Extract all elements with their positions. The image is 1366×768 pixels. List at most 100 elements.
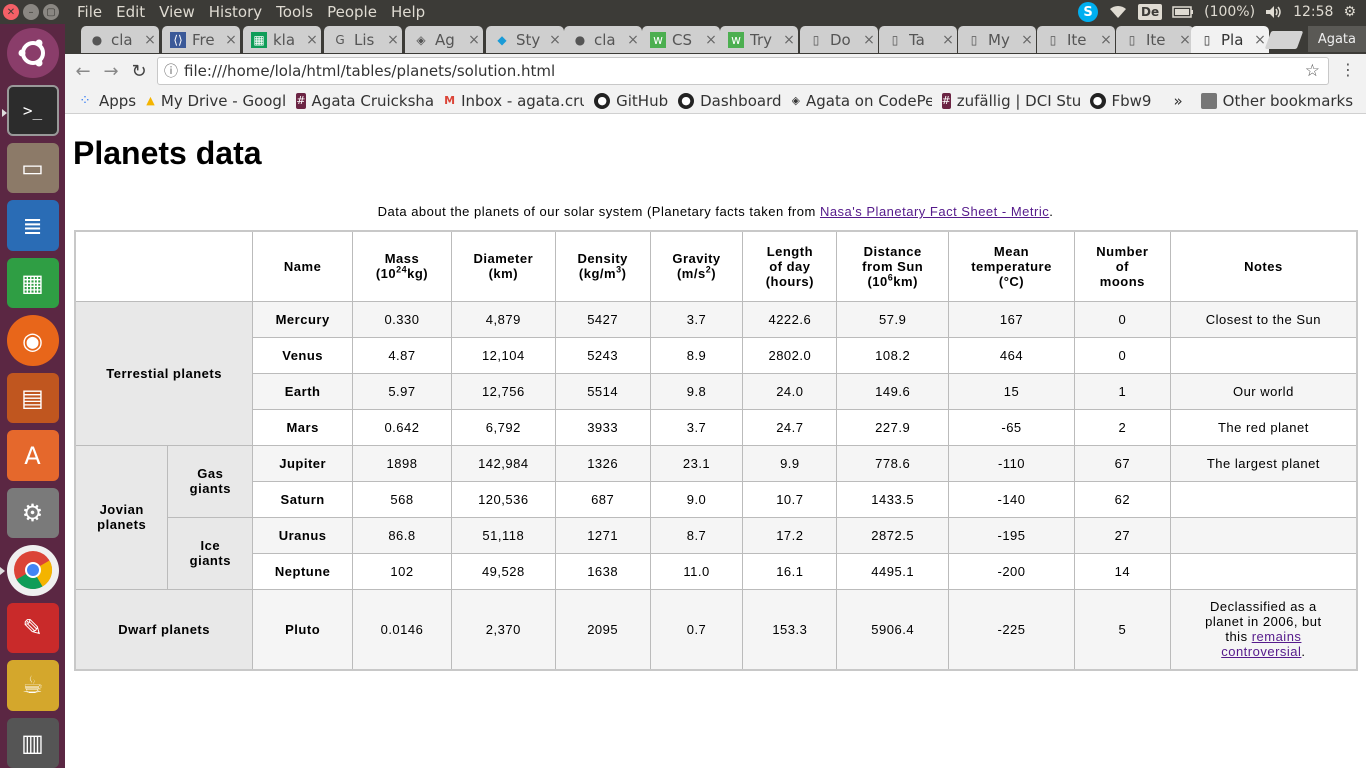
cell-gravity: 9.8	[649, 372, 744, 410]
firefox-icon[interactable]: ◉	[6, 315, 59, 366]
address-bar[interactable]: ⓘ file:///home/lola/html/tables/planets/…	[157, 57, 1329, 85]
menu-people[interactable]: People	[327, 3, 377, 21]
menu-view[interactable]: View	[159, 3, 195, 21]
volume-icon[interactable]	[1265, 5, 1283, 19]
tab-label: Pla	[1221, 30, 1244, 49]
tab-close-icon[interactable]: ×	[225, 31, 237, 48]
cell-gravity: 9.0	[649, 480, 744, 518]
cell-gravity: 11.0	[649, 552, 744, 590]
controversy-link[interactable]: remains controversial	[1221, 629, 1302, 660]
cell-diameter: 120,536	[450, 480, 556, 518]
nasa-fact-sheet-link[interactable]: Nasa's Planetary Fact Sheet - Metric	[819, 204, 1050, 219]
bookmark-star-icon[interactable]: ☆	[1304, 61, 1320, 81]
bookmark-github[interactable]: ● GitHub	[594, 92, 668, 110]
menu-help[interactable]: Help	[390, 3, 426, 21]
tab-close-icon[interactable]: ×	[468, 31, 480, 48]
tab-close-icon[interactable]: ×	[863, 31, 875, 48]
cell-density: 1326	[554, 444, 651, 482]
tab-close-icon[interactable]: ×	[387, 31, 399, 48]
cell-day: 4222.6	[742, 300, 838, 338]
calc-icon[interactable]: ▦	[6, 257, 59, 309]
skype-icon[interactable]: S	[1078, 2, 1099, 22]
menu-file[interactable]: File	[77, 3, 103, 21]
tab-close-icon[interactable]: ×	[942, 31, 954, 48]
bookmark-my-drive[interactable]: ▲ My Drive - Googl	[146, 92, 286, 110]
tab[interactable]: ◈ Ag ×	[405, 26, 483, 53]
profile-button[interactable]: Agata	[1307, 26, 1366, 52]
keyboard-layout-indicator[interactable]: De	[1138, 4, 1163, 20]
planet-name: Mercury	[252, 300, 354, 338]
window-close-button[interactable]: ✕	[3, 4, 19, 20]
bookmark-codepen[interactable]: ◈ Agata on CodePe	[792, 92, 932, 110]
tab[interactable]: ▦ kla ×	[243, 26, 321, 53]
cell-temp: -140	[948, 480, 1075, 518]
bookmark-zufallig[interactable]: # zufällig | DCI Stu	[941, 92, 1080, 110]
window-maximize-button[interactable]: ▢	[43, 4, 59, 20]
tab[interactable]: ▯ Ite ×	[1037, 26, 1115, 53]
planet-name: Saturn	[252, 480, 354, 518]
tab-close-icon[interactable]: ×	[783, 31, 795, 48]
tab-active[interactable]: ▯ Pla ×	[1191, 26, 1269, 53]
cell-notes	[1169, 480, 1358, 518]
tab[interactable]: ▯ Ta ×	[879, 26, 957, 53]
workspace-icon[interactable]: ▥	[6, 717, 59, 768]
tea-icon[interactable]: ☕	[6, 660, 59, 711]
software-center-icon[interactable]: A	[6, 430, 59, 481]
cell-mass: 0.642	[352, 408, 452, 446]
tab[interactable]: ▯ My ×	[958, 26, 1036, 53]
battery-icon[interactable]	[1172, 6, 1194, 18]
menu-edit[interactable]: Edit	[116, 3, 146, 21]
tab[interactable]: ▯ Do ×	[800, 26, 878, 53]
forward-button[interactable]: →	[97, 57, 125, 85]
cell-density: 687	[554, 480, 651, 518]
bookmark-dashboard[interactable]: ● Dashboard	[678, 92, 782, 110]
menu-tools[interactable]: Tools	[276, 3, 314, 21]
tab[interactable]: ● cla ×	[564, 26, 642, 53]
tab-close-icon[interactable]: ×	[1254, 31, 1266, 48]
tab-close-icon[interactable]: ×	[1100, 31, 1112, 48]
window-minimize-button[interactable]: –	[23, 4, 39, 20]
tab-close-icon[interactable]: ×	[705, 31, 717, 48]
files-icon[interactable]: ▭	[6, 143, 59, 194]
tab[interactable]: G Lis ×	[324, 26, 402, 53]
other-bookmarks[interactable]: Other bookmarks	[1200, 92, 1353, 110]
writer-icon[interactable]: ≣	[6, 200, 59, 251]
chrome-icon[interactable]	[0, 545, 59, 596]
tab-close-icon[interactable]: ×	[549, 31, 561, 48]
new-tab-button[interactable]	[1264, 31, 1304, 49]
reload-button[interactable]: ↻	[125, 57, 153, 85]
tab[interactable]: ⟨⟩ Fre ×	[162, 26, 240, 53]
tab[interactable]: w CS ×	[642, 26, 720, 53]
table-row: Dwarf planets Pluto 0.0146 2,370 2095 0.…	[74, 588, 1358, 671]
impress-icon[interactable]: ▤	[6, 372, 59, 424]
bookmark-apps[interactable]: ⁘ Apps	[77, 92, 136, 110]
page-title: Planets data	[73, 135, 262, 171]
clock[interactable]: 12:58	[1293, 4, 1334, 20]
document-viewer-icon[interactable]: ✎	[6, 602, 59, 654]
tab[interactable]: ▯ Ite ×	[1116, 26, 1194, 53]
bookmarks-overflow-button[interactable]: »	[1173, 91, 1183, 110]
tab[interactable]: ● cla ×	[81, 26, 159, 53]
power-gear-icon[interactable]: ⚙	[1343, 4, 1356, 20]
tab-close-icon[interactable]: ×	[144, 31, 156, 48]
cell-notes: Our world	[1169, 372, 1358, 410]
terminal-icon[interactable]: >_	[1, 85, 59, 137]
info-icon[interactable]: ⓘ	[164, 64, 178, 80]
tab-close-icon[interactable]: ×	[1179, 31, 1191, 48]
bookmark-fbw9[interactable]: ● Fbw9	[1089, 92, 1151, 110]
tab-close-icon[interactable]: ×	[1021, 31, 1033, 48]
menu-history[interactable]: History	[208, 3, 263, 21]
back-button[interactable]: ←	[69, 57, 97, 85]
tab[interactable]: w Try ×	[720, 26, 798, 53]
bookmark-agata-cruickshank[interactable]: # Agata Cruicksha	[296, 92, 434, 110]
tab[interactable]: ◆ Sty ×	[486, 26, 564, 53]
cell-distance: 227.9	[836, 408, 950, 446]
bookmark-inbox[interactable]: M Inbox - agata.cru	[444, 92, 584, 110]
wifi-icon[interactable]	[1108, 4, 1128, 20]
tab-close-icon[interactable]: ×	[627, 31, 639, 48]
settings-icon[interactable]: ⚙	[6, 487, 59, 539]
bookmarks-bar: ⁘ Apps ▲ My Drive - Googl # Agata Cruicksha…	[65, 88, 1366, 114]
tab-close-icon[interactable]: ×	[306, 31, 318, 48]
ubuntu-dash-icon[interactable]	[6, 28, 59, 79]
menu-kebab-icon[interactable]: ⋮	[1340, 60, 1356, 79]
